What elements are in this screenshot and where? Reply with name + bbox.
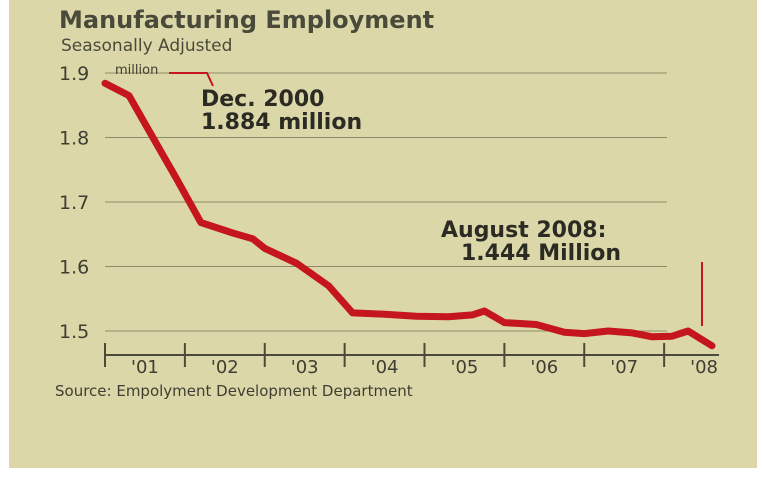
x-tick-label: '04 [371, 357, 399, 378]
x-tick-label: '08 [690, 357, 718, 378]
series-line-manufacturing-employment [101, 79, 716, 350]
y-tick-label: 1.5 [59, 321, 89, 343]
chart-title: Manufacturing Employment [59, 6, 434, 34]
annotation-aug-2008-line2: 1.444 Million [461, 241, 621, 266]
x-axis-ticks: '01 '02 '03 '04 '05 '06 '07 '08 [104, 343, 718, 378]
annotation-dec-2000-line2: 1.884 million [201, 110, 362, 135]
y-tick-label: 1.6 [59, 257, 89, 279]
x-tick-label: '06 [530, 357, 558, 378]
x-tick-label: '02 [211, 357, 239, 378]
annotation-aug-2008-line1: August 2008: [441, 218, 606, 243]
y-tick-label: 1.9 [59, 63, 89, 85]
y-axis-ticks: 1.9 1.8 1.7 1.6 1.5 [59, 63, 89, 343]
chart-subtitle: Seasonally Adjusted [61, 36, 232, 56]
x-tick-label: '07 [610, 357, 638, 378]
y-tick-label: 1.7 [59, 192, 89, 214]
source-note: Source: Empolyment Development Departmen… [55, 382, 413, 400]
annotation-dec-2000-line1: Dec. 2000 [201, 87, 324, 112]
chart-panel: Manufacturing Employment Seasonally Adju… [9, 0, 757, 468]
chart-svg: Manufacturing Employment Seasonally Adju… [55, 6, 719, 400]
callout-line-dec-2000 [169, 72, 214, 87]
grid-lines [105, 72, 667, 332]
x-tick-label: '01 [131, 357, 159, 378]
y-unit-label: million [115, 63, 158, 78]
y-tick-label: 1.8 [59, 128, 89, 150]
x-tick-label: '05 [451, 357, 479, 378]
x-tick-label: '03 [291, 357, 319, 378]
